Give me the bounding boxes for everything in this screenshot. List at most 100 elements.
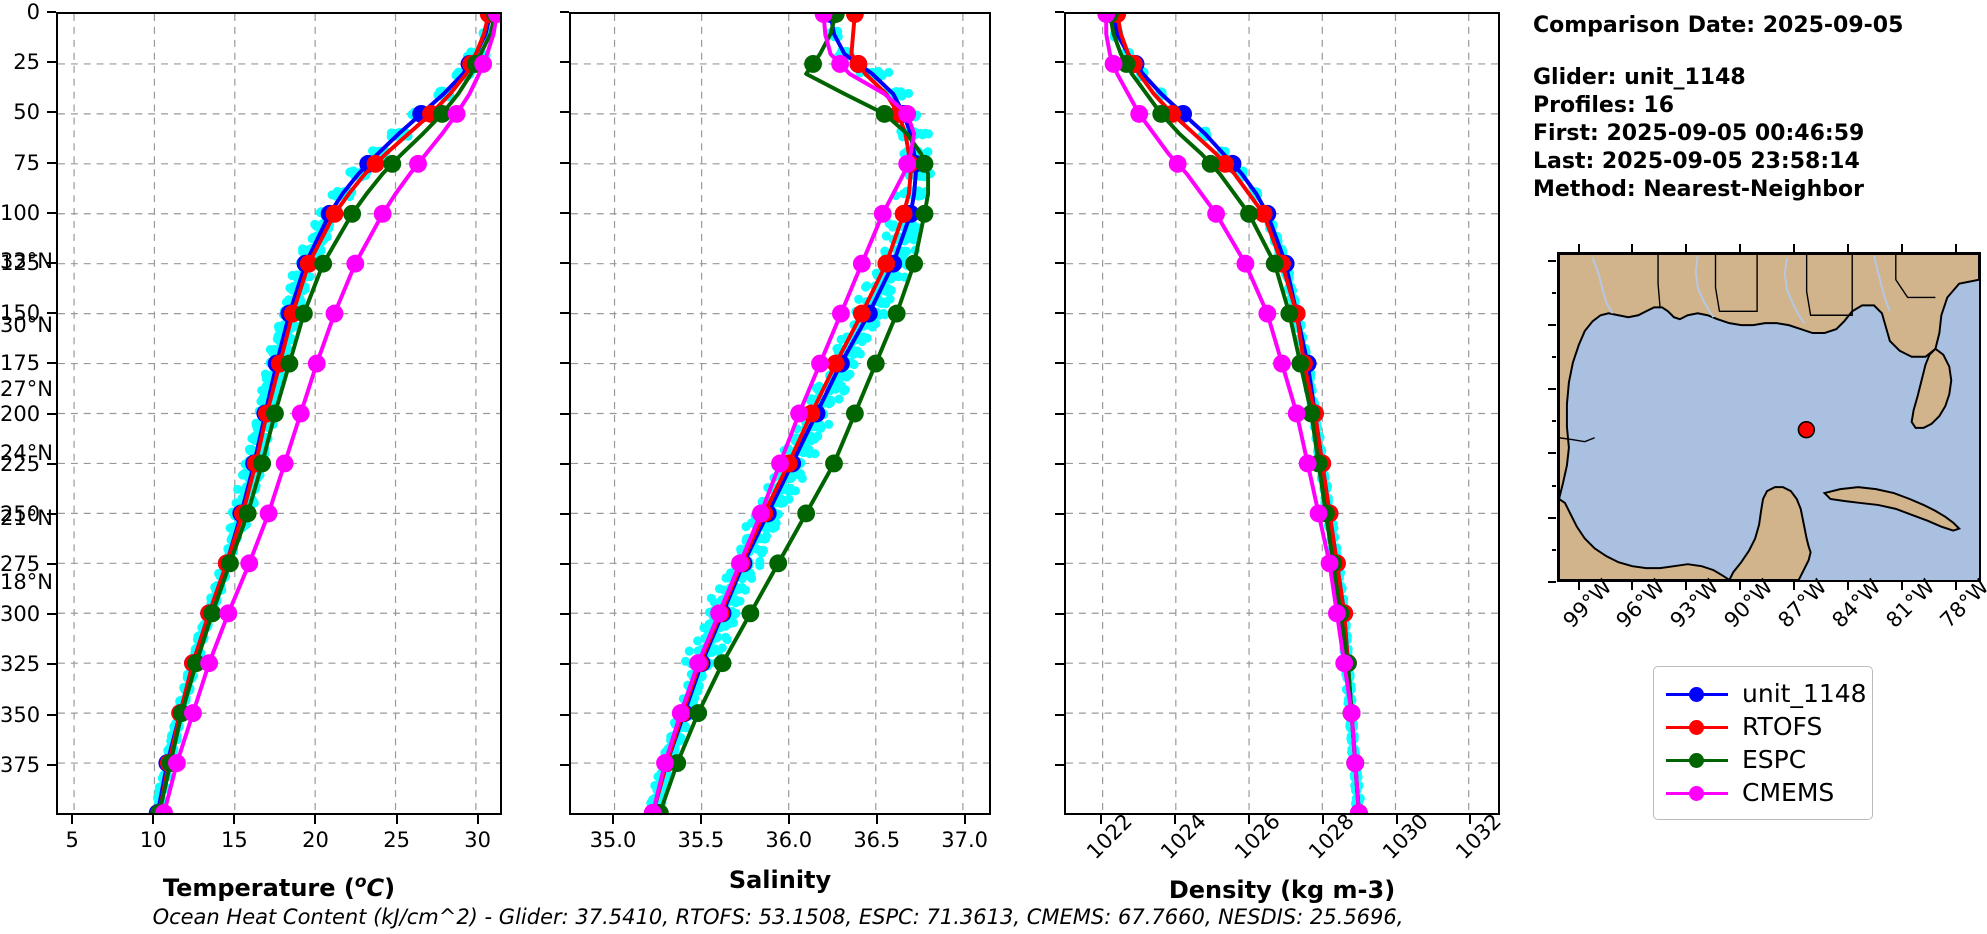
map-lon-tick-top bbox=[1739, 244, 1742, 252]
y-tick-mark bbox=[560, 111, 569, 114]
temperature-plot-area bbox=[58, 14, 500, 813]
y-tick-label: 75 bbox=[13, 150, 40, 175]
series-markers bbox=[650, 14, 934, 813]
y-tick-mark bbox=[47, 61, 56, 64]
x-tick-mark bbox=[699, 815, 702, 824]
map-lat-tick-minor bbox=[1552, 356, 1556, 358]
y-tick-label: 150 bbox=[0, 301, 41, 326]
y-tick-label: 350 bbox=[0, 702, 41, 727]
y-tick-mark bbox=[1055, 362, 1064, 365]
y-tick-label: 125 bbox=[0, 250, 41, 275]
map-lon-tick-top bbox=[1793, 244, 1796, 252]
y-tick-mark bbox=[47, 412, 56, 415]
y-tick-mark bbox=[47, 312, 56, 315]
x-tick-mark bbox=[1099, 815, 1102, 824]
x-tick-mark bbox=[1469, 815, 1472, 824]
x-tick-mark bbox=[1395, 815, 1398, 824]
glider-id: Glider: unit_1148 bbox=[1533, 65, 1746, 90]
x-tick-label: 1032 bbox=[1451, 809, 1507, 864]
x-tick-mark bbox=[1247, 815, 1250, 824]
y-tick-mark bbox=[47, 512, 56, 515]
legend-symbol bbox=[1666, 783, 1728, 803]
y-tick-mark bbox=[560, 613, 569, 616]
y-tick-mark bbox=[47, 211, 56, 214]
map-lat-tick bbox=[1548, 388, 1556, 391]
map-land-mexico bbox=[1559, 497, 1732, 580]
y-tick-label: 175 bbox=[0, 351, 41, 376]
map-lon-tick-top bbox=[1631, 244, 1634, 252]
y-tick-label: 50 bbox=[13, 100, 40, 125]
y-tick-mark bbox=[1055, 613, 1064, 616]
series-markers bbox=[643, 14, 917, 813]
map-border-line-2 bbox=[1714, 254, 1758, 312]
x-tick-mark bbox=[963, 815, 966, 824]
map-lat-tick-minor bbox=[1552, 548, 1556, 551]
x-tick-label: 1024 bbox=[1155, 809, 1211, 864]
y-tick-mark bbox=[560, 362, 569, 365]
y-tick-mark bbox=[560, 563, 569, 566]
legend-symbol bbox=[1666, 750, 1728, 770]
y-tick-mark bbox=[1055, 512, 1064, 515]
x-tick-label: 1030 bbox=[1377, 809, 1433, 864]
series-markers bbox=[1097, 14, 1368, 813]
x-tick-mark bbox=[314, 815, 317, 824]
map-lon-tick-top bbox=[1577, 244, 1580, 252]
x-tick-mark bbox=[395, 815, 398, 824]
legend-item: unit_1148 bbox=[1666, 677, 1867, 710]
x-tick-label: 36.0 bbox=[765, 828, 813, 852]
x-tick-mark bbox=[233, 815, 236, 824]
y-tick-mark bbox=[47, 613, 56, 616]
map-border-line-3 bbox=[1805, 254, 1853, 316]
temperature-profile-svg bbox=[58, 14, 500, 813]
glider-location-marker bbox=[1797, 421, 1816, 439]
y-tick-label: 325 bbox=[0, 652, 41, 677]
x-tick-mark bbox=[152, 815, 155, 824]
y-tick-mark bbox=[560, 462, 569, 465]
legend-label: ESPC bbox=[1742, 745, 1807, 774]
y-tick-label: 250 bbox=[0, 501, 41, 526]
y-tick-mark bbox=[47, 11, 56, 13]
density-panel bbox=[1064, 12, 1500, 815]
map-lat-tick-minor bbox=[1552, 420, 1556, 423]
map-lon-tick-top bbox=[1900, 244, 1903, 252]
map-lat-tick bbox=[1548, 323, 1556, 326]
y-tick-mark bbox=[1055, 11, 1064, 13]
x-tick-label: 15 bbox=[221, 828, 248, 852]
y-tick-mark bbox=[560, 512, 569, 515]
legend-marker-dot bbox=[1689, 785, 1704, 801]
map-lon-tick bbox=[1900, 582, 1903, 590]
x-tick-mark bbox=[1321, 815, 1324, 824]
map-lat-tick bbox=[1548, 259, 1556, 262]
density-profile-svg bbox=[1066, 14, 1498, 813]
y-tick-mark bbox=[1055, 462, 1064, 465]
map-lat-tick-minor bbox=[1552, 484, 1556, 487]
map-lon-label: 93°W bbox=[1665, 574, 1724, 633]
x-tick-label: 1026 bbox=[1229, 809, 1285, 864]
info-spacer bbox=[1533, 40, 1903, 64]
map-border-mexico bbox=[1559, 437, 1595, 443]
y-tick-mark bbox=[1055, 111, 1064, 114]
map-svg bbox=[1559, 254, 1979, 580]
map-river-east bbox=[1873, 255, 1891, 312]
legend-symbol bbox=[1666, 717, 1728, 737]
map-lon-label: 96°W bbox=[1611, 574, 1670, 633]
info-block: Comparison Date: 2025-09-05 Glider: unit… bbox=[1533, 12, 1903, 204]
map-lon-label: 90°W bbox=[1719, 574, 1778, 633]
x-tick-mark bbox=[71, 815, 74, 824]
y-tick-mark bbox=[1055, 161, 1064, 164]
y-tick-mark bbox=[47, 111, 56, 114]
y-tick-mark bbox=[560, 763, 569, 766]
first-timestamp: First: 2025-09-05 00:46:59 bbox=[1533, 121, 1865, 146]
map-lat-label: 21°N bbox=[0, 505, 53, 530]
legend-item: CMEMS bbox=[1666, 776, 1856, 809]
y-tick-label: 0 bbox=[26, 0, 40, 24]
y-tick-mark bbox=[47, 362, 56, 365]
salinity-panel bbox=[569, 12, 991, 815]
last-timestamp: Last: 2025-09-05 23:58:14 bbox=[1533, 149, 1860, 174]
map-lon-tick bbox=[1685, 582, 1688, 590]
map-lat-label: 18°N bbox=[0, 570, 53, 594]
x-tick-label: 1028 bbox=[1303, 809, 1359, 864]
legend-marker-dot bbox=[1689, 752, 1704, 768]
temperature-axis-label: Temperature (oC) bbox=[162, 872, 396, 902]
map-lon-tick bbox=[1954, 582, 1957, 590]
